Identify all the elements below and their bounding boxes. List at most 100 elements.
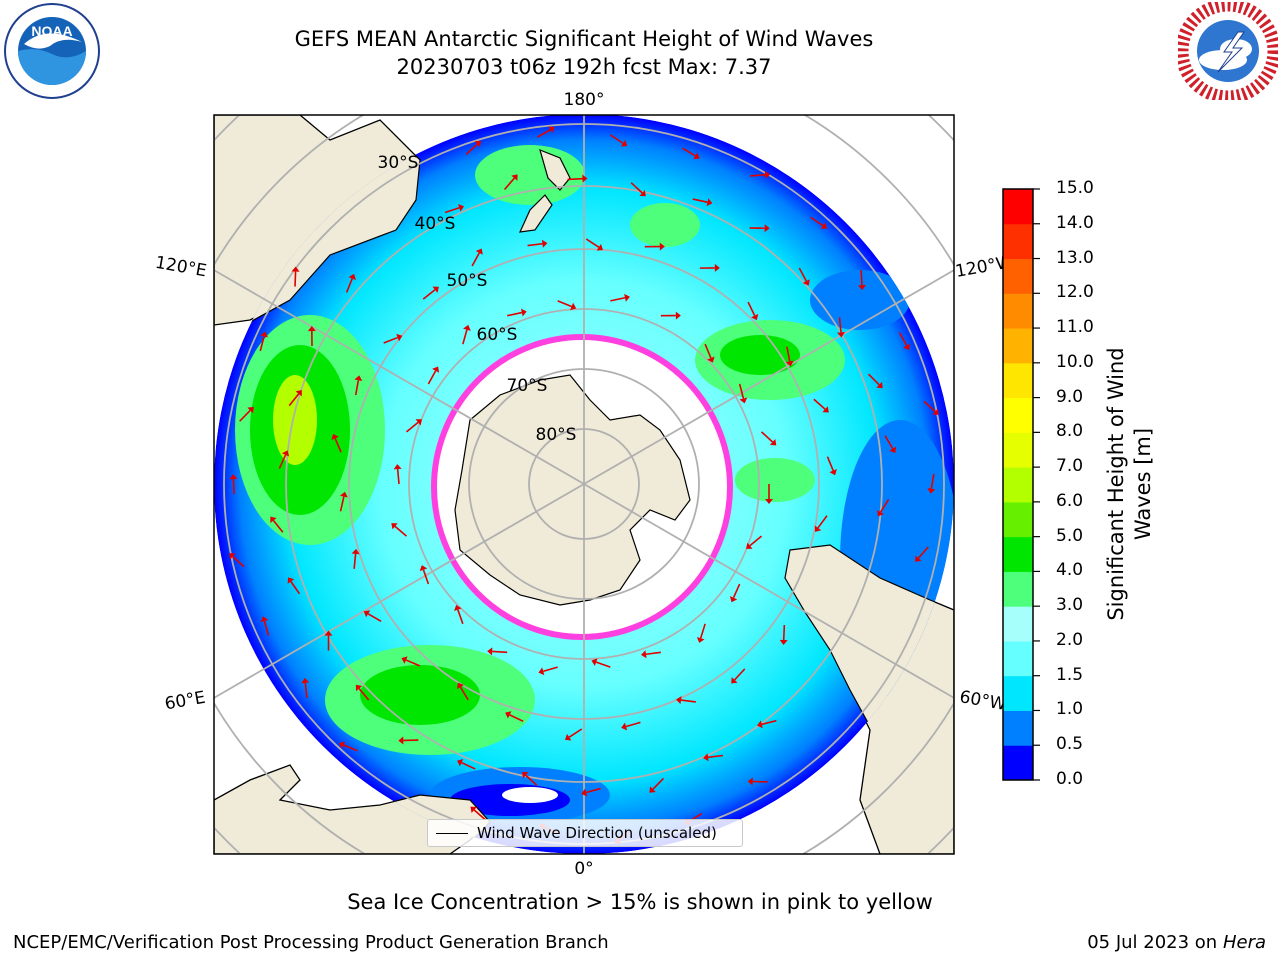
wind-wave-arrowhead: [355, 684, 363, 692]
wind-wave-arrowhead: [295, 390, 302, 397]
colorbar-tick-label: 8.0: [1056, 421, 1084, 442]
wind-wave-arrow: [826, 456, 834, 471]
wind-wave-arrow: [354, 380, 360, 396]
wind-wave-arrow: [294, 271, 297, 287]
wind-wave-arrow: [394, 525, 408, 537]
colorbar: [1003, 188, 1040, 781]
nws-logo: [1178, 2, 1278, 100]
colorbar-tick-label: 5.0: [1056, 525, 1084, 546]
wind-wave-arrowhead: [903, 343, 911, 351]
wind-wave-arrowhead: [765, 499, 773, 504]
colorbar-tick-label: 7.0: [1056, 456, 1084, 477]
wind-wave-arrow: [343, 744, 358, 752]
wind-wave-arrow: [232, 555, 245, 568]
wind-wave-arrowhead: [565, 733, 572, 741]
wind-wave-arrowhead: [696, 636, 705, 643]
wind-wave-arrowhead: [475, 248, 483, 255]
map-area: [214, 115, 954, 854]
wind-wave-arrowhead: [729, 596, 738, 603]
wind-wave-arrow: [471, 252, 480, 267]
wind-wave-arrowhead: [857, 284, 866, 291]
lat-label-70s: 70°S: [507, 376, 548, 396]
wind-wave-arrow: [930, 473, 935, 489]
colorbar-swatch: [1003, 640, 1033, 677]
colorbar-tick-label: 15.0: [1056, 178, 1094, 198]
wind-wave-arrowhead: [520, 308, 527, 317]
credit-organization: NCEP/EMC/Verification Post Processing Pr…: [13, 932, 609, 953]
wind-wave-arrowhead: [454, 604, 462, 612]
new-zealand-land: [519, 148, 571, 233]
wind-wave-arrow: [884, 435, 894, 450]
wind-wave-arrowhead: [714, 263, 720, 272]
wind-wave-arrowhead: [639, 189, 646, 197]
wind-wave-arrowhead: [470, 806, 477, 813]
wind-wave-arrowhead: [802, 279, 810, 286]
wind-wave-arrowhead: [401, 656, 408, 664]
wind-wave-arrow: [396, 468, 400, 485]
wind-wave-arrowhead: [351, 548, 360, 555]
wind-wave-arrow: [465, 143, 478, 155]
lon-label-120e: 120°E: [154, 253, 208, 282]
chart-title: GEFS MEAN Antarctic Significant Height o…: [294, 27, 874, 51]
wind-wave-arrow: [345, 278, 353, 293]
wind-wave-arrow: [817, 515, 828, 529]
wind-wave-arrow: [610, 134, 624, 144]
colorbar-tick-label: 2.0: [1056, 629, 1084, 650]
wind-wave-arrow: [747, 301, 756, 316]
wind-wave-arrow: [798, 267, 808, 282]
lat-label-60s: 60°S: [477, 325, 518, 345]
wind-wave-arrow: [610, 296, 626, 302]
wind-wave-arrowhead: [522, 771, 529, 779]
wind-wave-arrow: [699, 623, 706, 639]
wind-wave-arrowhead: [731, 677, 738, 684]
wind-wave-arrowhead: [703, 753, 709, 762]
colorbar-swatch: [1003, 675, 1033, 711]
colorbar-tick-label: 4.0: [1056, 560, 1084, 581]
noaa-logo: NOAA: [4, 3, 100, 99]
wind-wave-arrow: [761, 719, 777, 726]
wind-wave-arrow: [860, 270, 863, 286]
wind-wave-arrow: [503, 177, 515, 191]
wind-wave-arrow: [692, 198, 708, 203]
wind-wave-arrow: [867, 373, 880, 386]
wind-wave-arrow: [782, 624, 786, 641]
wind-wave-arrow: [734, 668, 746, 681]
wind-wave-arrowhead: [739, 397, 748, 404]
wind-wave-arrowhead: [676, 696, 682, 705]
lon-label-60e: 60°E: [163, 688, 207, 715]
wind-wave-arrowhead: [287, 577, 295, 584]
wind-wave-arrow: [367, 613, 382, 623]
wind-wave-arrowhead: [541, 239, 548, 248]
colorbar-swatch: [1003, 571, 1033, 607]
wind-wave-arrow: [405, 421, 419, 433]
wind-wave-arrowhead: [570, 302, 577, 311]
wind-wave-arrow: [527, 242, 543, 247]
wind-wave-arrowhead: [621, 722, 628, 731]
wind-wave-arrowhead: [769, 439, 777, 446]
wind-wave-arrow: [917, 546, 929, 559]
colorbar-tick-label: 6.0: [1056, 490, 1084, 511]
wind-wave-arrow: [749, 535, 763, 547]
wind-wave-arrowhead: [876, 381, 883, 389]
wind-wave-arrow: [278, 454, 287, 469]
wind-wave-arrowhead: [756, 720, 763, 729]
wind-wave-arrowhead: [247, 406, 254, 414]
wind-wave-arrowhead: [338, 741, 346, 749]
lat-label-30s: 30°S: [378, 153, 419, 173]
wind-wave-arrowhead: [877, 509, 884, 517]
wind-wave-arrowhead: [747, 777, 753, 786]
wind-wave-arrowhead: [889, 446, 897, 454]
wind-wave-arrow: [760, 431, 774, 443]
wind-wave-arrow: [738, 383, 745, 399]
credit-date: 05 Jul 2023 on Hera: [1087, 932, 1266, 953]
wind-wave-arrowhead: [581, 788, 588, 797]
colorbar-swatch: [1003, 258, 1033, 294]
wind-wave-arrow: [272, 520, 284, 533]
wind-wave-arrow: [334, 438, 342, 453]
wind-wave-arrowhead: [301, 677, 310, 684]
wind-wave-arrow: [509, 714, 524, 723]
wind-wave-arrow: [259, 336, 265, 352]
wind-wave-arrowhead: [457, 682, 464, 690]
wind-wave-arrowhead: [487, 647, 493, 656]
wind-wave-arrowhead: [505, 711, 512, 719]
